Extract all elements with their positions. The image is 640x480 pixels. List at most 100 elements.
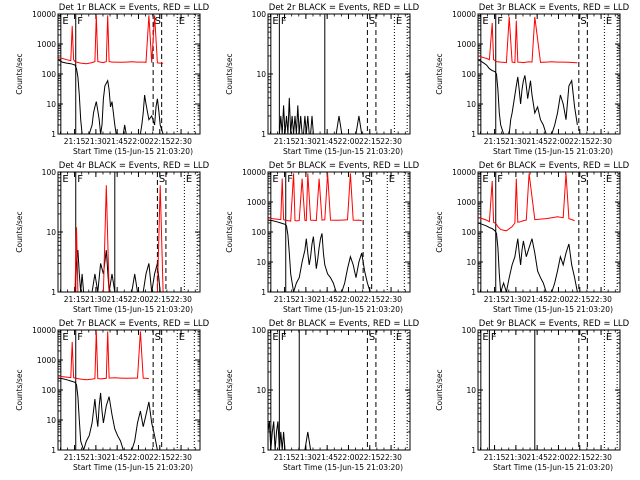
y-axis-label: Counts/sec: [225, 211, 234, 252]
x-tick-label: 21:30: [505, 137, 527, 146]
y-tick-label: 1: [51, 288, 56, 297]
y-tick-label: 1: [261, 288, 266, 297]
x-axis-label: Start Time (15-Jun-15 21:03:20): [283, 463, 403, 472]
x-tick-label: 22:15: [149, 295, 171, 304]
marker-label: E: [606, 332, 612, 343]
marker-label: E: [606, 174, 612, 185]
marker-label: F: [77, 174, 83, 185]
x-tick-label: 21:15: [484, 137, 506, 146]
x-tick-label: 22:15: [149, 137, 171, 146]
marker-label: E: [389, 174, 395, 185]
y-tick-label: 10: [46, 416, 56, 425]
y-tick-label: 10: [256, 70, 266, 79]
x-tick-label: 22:00: [548, 295, 570, 304]
y-axis-label: Counts/sec: [225, 53, 234, 94]
y-tick-label: 1000: [37, 356, 56, 365]
x-tick-label: 21:30: [85, 453, 107, 462]
marker-label: E: [272, 174, 278, 185]
panel-2: Det 2r BLACK = Events, RED = LLD Counts/s…: [225, 3, 420, 156]
marker-label: E: [396, 16, 402, 27]
panel-title: Det 9r BLACK = Events, RED = LLD: [479, 319, 630, 329]
panel-title: Det 8r BLACK = Events, RED = LLD: [269, 319, 420, 329]
x-tick-label: 21:45: [106, 295, 128, 304]
marker-label: E: [482, 332, 488, 343]
y-tick-label: 10000: [242, 168, 266, 177]
y-tick-label: 10: [46, 100, 56, 109]
x-tick-label: 22:30: [170, 137, 192, 146]
y-tick-label: 100: [42, 70, 57, 79]
x-tick-label: 22:30: [590, 295, 612, 304]
x-axis-label: Start Time (15-Jun-15 21:03:20): [73, 147, 193, 156]
y-tick-label: 1: [471, 288, 476, 297]
panel-data: [268, 330, 408, 450]
x-tick-label: 21:45: [316, 137, 338, 146]
series-lld-line: [268, 173, 362, 222]
y-tick-label: 1: [471, 446, 476, 455]
x-tick-label: 21:30: [505, 295, 527, 304]
panel-title: Det 3r BLACK = Events, RED = LLD: [479, 3, 630, 13]
x-axis-label: Start Time (15-Jun-15 21:03:20): [493, 463, 613, 472]
panel-8: Det 8r BLACK = Events, RED = LLD Counts/s…: [225, 319, 420, 472]
x-tick-label: 21:45: [316, 295, 338, 304]
x-tick-label: 21:15: [274, 295, 296, 304]
x-tick-label: 22:00: [128, 295, 150, 304]
panel-5: Det 5r BLACK = Events, RED = LLD Counts/s…: [225, 161, 420, 314]
x-tick-label: 21:30: [295, 137, 317, 146]
marker-label: E: [62, 332, 68, 343]
panel-title: Det 2r BLACK = Events, RED = LLD: [269, 3, 420, 13]
y-tick-label: 100: [462, 228, 477, 237]
marker-label: F: [77, 16, 83, 27]
y-tick-label: 100: [252, 10, 267, 19]
series-lld-line: [58, 331, 149, 381]
x-tick-label: 21:45: [526, 453, 548, 462]
x-tick-label: 22:15: [569, 453, 591, 462]
x-tick-label: 22:15: [569, 137, 591, 146]
x-axis-label: Start Time (15-Jun-15 21:03:20): [493, 147, 613, 156]
y-tick-label: 100: [462, 326, 477, 335]
panel-frame: [477, 329, 621, 451]
panel-data: [478, 172, 618, 292]
x-tick-label: 21:30: [505, 453, 527, 462]
marker-label: S: [580, 332, 586, 343]
marker-label: F: [491, 332, 497, 343]
x-tick-label: 22:30: [590, 137, 612, 146]
x-tick-label: 22:00: [128, 453, 150, 462]
x-tick-label: 21:15: [484, 453, 506, 462]
marker-label: S: [155, 16, 161, 27]
series-lld-line: [58, 15, 164, 65]
x-tick-label: 21:15: [64, 453, 86, 462]
x-tick-label: 22:30: [380, 295, 402, 304]
x-axis-label: Start Time (15-Jun-15 21:03:20): [73, 463, 193, 472]
panel-frame: [57, 13, 201, 135]
x-tick-label: 22:00: [338, 137, 360, 146]
panel-data: [58, 14, 195, 134]
series-events-line: [268, 421, 365, 450]
panels-group: Det 1r BLACK = Events, RED = LLD Counts/s…: [15, 3, 630, 472]
panel-title: Det 6r BLACK = Events, RED = LLD: [479, 161, 630, 171]
panel-frame: [477, 171, 621, 293]
marker-label: E: [179, 16, 185, 27]
x-tick-label: 21:15: [484, 295, 506, 304]
marker-label: S: [155, 332, 161, 343]
x-axis-label: Start Time (15-Jun-15 21:03:20): [283, 147, 403, 156]
y-tick-label: 10: [256, 258, 266, 267]
x-tick-label: 22:30: [170, 295, 192, 304]
marker-label: F: [77, 332, 83, 343]
y-tick-label: 1000: [457, 198, 476, 207]
x-tick-label: 22:30: [170, 453, 192, 462]
y-tick-label: 10: [46, 228, 56, 237]
x-tick-label: 21:45: [106, 137, 128, 146]
x-tick-label: 21:45: [316, 453, 338, 462]
x-tick-label: 21:15: [64, 295, 86, 304]
marker-label: S: [580, 16, 586, 27]
marker-label: F: [497, 174, 503, 185]
y-tick-label: 10: [466, 100, 476, 109]
x-tick-label: 22:30: [380, 453, 402, 462]
marker-label: S: [580, 174, 586, 185]
series-lld-line: [478, 173, 575, 232]
y-tick-label: 1: [261, 446, 266, 455]
x-tick-label: 22:00: [338, 295, 360, 304]
marker-label: E: [482, 16, 488, 27]
y-tick-label: 1000: [247, 198, 266, 207]
